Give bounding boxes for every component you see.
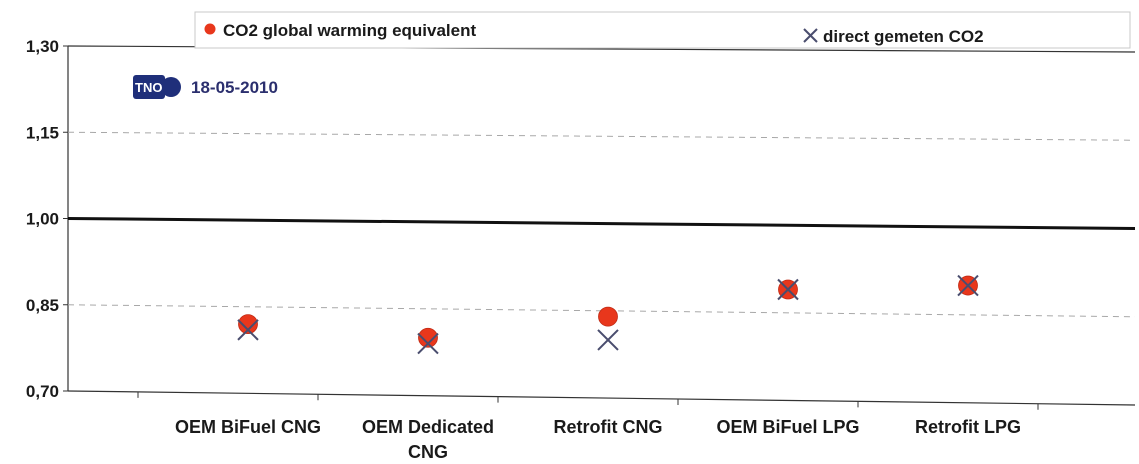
point-co2-equivalent <box>598 306 618 327</box>
point-co2-equivalent <box>238 314 258 334</box>
x-tick-label: Retrofit LPG <box>915 417 1021 437</box>
x-tick-label: CNG <box>408 442 448 462</box>
y-tick-label: 0,85 <box>26 296 59 315</box>
point-direct-co2 <box>237 319 259 341</box>
x-axis-line <box>67 390 1136 406</box>
point-co2-equivalent <box>418 327 438 348</box>
y-tick-layer: 0,70 0,85 1,00 1,15 1,30 <box>26 37 68 401</box>
reference-line-layer <box>67 217 1136 230</box>
reference-line-1 <box>67 217 1136 230</box>
tno-logo-text: TNO <box>135 80 162 95</box>
point-direct-co2 <box>417 332 439 355</box>
y-tick-label: 0,70 <box>26 382 59 401</box>
tno-logo: TNO <box>133 75 181 99</box>
x-tick-label: OEM Dedicated <box>362 417 494 437</box>
x-tick-label: OEM BiFuel LPG <box>716 417 859 437</box>
y-tick-label: 1,15 <box>26 123 59 142</box>
date-label: 18-05-2010 <box>191 78 278 97</box>
legend-circle-marker <box>204 23 216 35</box>
marker-layer <box>237 274 979 355</box>
legend-label-direct-co2: direct gemeten CO2 <box>823 27 984 46</box>
y-tick-label: 1,30 <box>26 37 59 56</box>
gridline-3 <box>67 131 1136 141</box>
x-tick-label: OEM BiFuel CNG <box>175 417 321 437</box>
point-direct-co2 <box>777 278 799 301</box>
x-tick-layer: OEM BiFuel CNG OEM Dedicated CNG Retrofit C… <box>137 391 1039 462</box>
x-tick-label: Retrofit CNG <box>554 417 663 437</box>
legend-label-co2-equivalent: CO2 global warming equivalent <box>223 21 476 40</box>
point-direct-co2 <box>957 274 979 297</box>
legend-x-marker <box>803 28 818 43</box>
point-direct-co2 <box>597 329 619 351</box>
legend-box <box>194 11 1131 49</box>
y-tick-label: 1,00 <box>26 210 59 229</box>
